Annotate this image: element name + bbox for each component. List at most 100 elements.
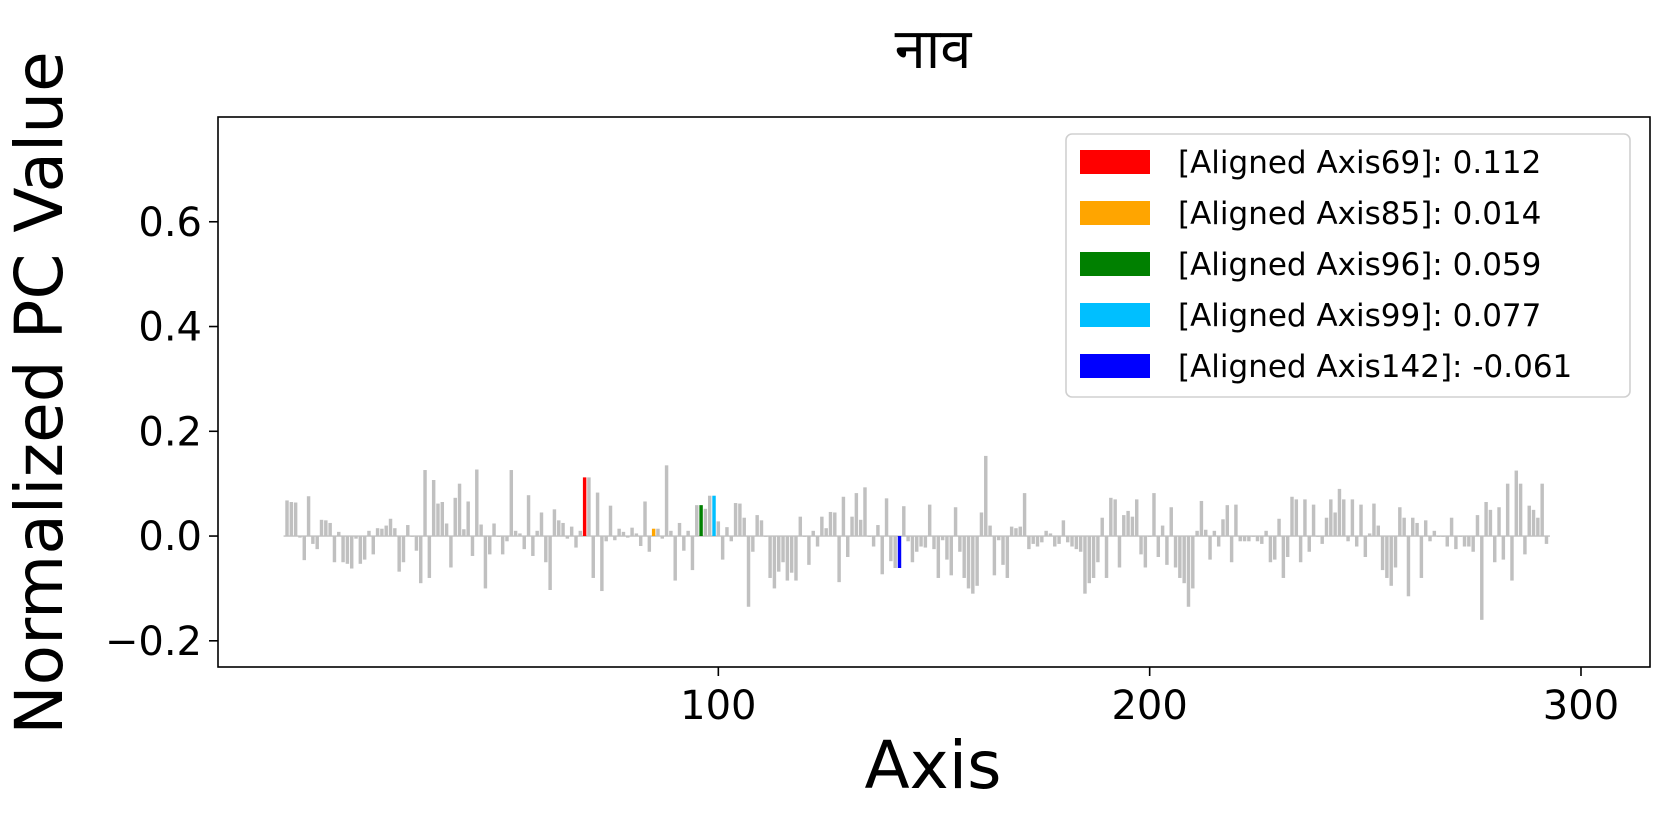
bar-axis-66 bbox=[569, 526, 574, 537]
bar-axis-233 bbox=[1290, 496, 1294, 537]
y-tick-label: −0.2 bbox=[105, 619, 202, 665]
bar-axis-62 bbox=[552, 509, 557, 537]
bar-axis-63 bbox=[557, 520, 561, 537]
bar-axis-75 bbox=[608, 505, 613, 537]
legend-label-axis-96: [Aligned Axis96]: 0.059 bbox=[1178, 247, 1541, 283]
bar-axis-263 bbox=[1419, 536, 1424, 578]
bar-axis-150 bbox=[932, 536, 936, 550]
bar-axis-128 bbox=[837, 536, 841, 583]
bar-axis-167 bbox=[1005, 536, 1010, 578]
bar-axis-121 bbox=[807, 536, 811, 565]
x-tick-label: 200 bbox=[1111, 683, 1187, 729]
bar-axis-209 bbox=[1186, 536, 1191, 607]
bar-axis-43 bbox=[470, 536, 475, 556]
legend-frame bbox=[1065, 133, 1631, 398]
bar-axis-55 bbox=[522, 536, 526, 550]
bar-axis-260 bbox=[1406, 536, 1411, 597]
legend-label-axis-142: [Aligned Axis142]: -0.061 bbox=[1178, 349, 1572, 385]
bar-axis-17 bbox=[358, 536, 363, 564]
bar-axis-268 bbox=[1441, 536, 1445, 537]
bar-axis-183 bbox=[1074, 536, 1079, 550]
bar-axis-54 bbox=[518, 533, 522, 537]
bar-axis-164 bbox=[992, 536, 997, 576]
bar-axis-222 bbox=[1242, 536, 1247, 542]
bar-axis-100 bbox=[716, 521, 721, 537]
bar-axis-179 bbox=[1057, 536, 1061, 544]
bar-axis-50 bbox=[500, 536, 505, 555]
bar-axis-265 bbox=[1428, 536, 1432, 542]
bar-axis-274 bbox=[1467, 536, 1471, 547]
bar-axis-145 bbox=[910, 536, 915, 563]
bar-axis-140 bbox=[889, 536, 893, 562]
bar-axis-158 bbox=[966, 536, 971, 589]
bar-axis-77 bbox=[617, 528, 621, 537]
chart-title: नाव bbox=[895, 17, 973, 82]
y-tick-label: 0.0 bbox=[138, 514, 202, 560]
bar-axis-165 bbox=[996, 536, 1001, 541]
bar-axis-88 bbox=[664, 465, 669, 537]
bar-axis-271 bbox=[1454, 536, 1458, 550]
bar-axis-123 bbox=[815, 536, 820, 547]
highlight-bar-axis-69 bbox=[582, 477, 587, 537]
bar-axis-13 bbox=[341, 536, 345, 563]
legend-label-axis-69: [Aligned Axis69]: 0.112 bbox=[1178, 145, 1541, 181]
bar-axis-241 bbox=[1324, 517, 1329, 537]
bar-axis-267 bbox=[1436, 536, 1441, 537]
bar-axis-89 bbox=[669, 530, 673, 537]
bar-axis-208 bbox=[1182, 536, 1186, 584]
bar-axis-67 bbox=[574, 536, 578, 548]
bar-axis-176 bbox=[1044, 530, 1048, 537]
bar-axis-20 bbox=[371, 536, 376, 555]
bar-axis-65 bbox=[565, 536, 570, 539]
bar-axis-190 bbox=[1104, 536, 1109, 578]
bar-axis-187 bbox=[1091, 536, 1096, 578]
legend-swatch-axis-85 bbox=[1080, 201, 1150, 225]
bar-axis-133 bbox=[858, 519, 863, 537]
bar-axis-73 bbox=[600, 536, 604, 592]
bar-axis-204 bbox=[1165, 536, 1169, 565]
bar-axis-192 bbox=[1113, 499, 1117, 537]
bar-axis-0 bbox=[285, 500, 289, 537]
bar-axis-31 bbox=[418, 536, 423, 584]
bar-axis-262 bbox=[1415, 522, 1419, 537]
bar-axis-155 bbox=[953, 507, 958, 537]
bar-axis-160 bbox=[975, 536, 979, 586]
bar-axis-119 bbox=[798, 516, 803, 537]
highlight-bar-axis-96 bbox=[699, 505, 703, 537]
bar-axis-197 bbox=[1134, 499, 1139, 537]
bar-axis-217 bbox=[1221, 519, 1225, 537]
bar-axis-78 bbox=[621, 531, 626, 537]
bar-axis-283 bbox=[1505, 483, 1510, 537]
bar-axis-256 bbox=[1389, 536, 1393, 586]
bar-axis-228 bbox=[1268, 536, 1273, 563]
legend-swatch-axis-96 bbox=[1080, 252, 1150, 276]
bar-axis-246 bbox=[1346, 536, 1350, 542]
bar-axis-266 bbox=[1432, 530, 1437, 537]
bar-axis-115 bbox=[781, 536, 785, 563]
bar-axis-45 bbox=[479, 524, 483, 537]
bar-axis-95 bbox=[695, 505, 699, 537]
bar-axis-152 bbox=[940, 536, 945, 541]
bar-axis-21 bbox=[375, 528, 380, 537]
bar-axis-27 bbox=[401, 536, 406, 563]
bar-axis-144 bbox=[906, 536, 910, 542]
bar-axis-32 bbox=[423, 470, 427, 537]
bar-axis-149 bbox=[927, 504, 932, 537]
bar-axis-40 bbox=[457, 483, 462, 537]
bar-axis-154 bbox=[949, 536, 953, 576]
bar-axis-159 bbox=[971, 536, 975, 594]
bar-axis-202 bbox=[1156, 536, 1161, 557]
bar-axis-186 bbox=[1087, 536, 1092, 584]
bar-axis-198 bbox=[1139, 536, 1143, 555]
y-tick-label: 0.2 bbox=[138, 409, 202, 455]
bar-axis-126 bbox=[828, 511, 833, 537]
bar-axis-38 bbox=[449, 536, 453, 568]
bar-axis-57 bbox=[531, 536, 535, 556]
bar-axis-259 bbox=[1402, 517, 1406, 537]
bar-axis-61 bbox=[548, 536, 552, 590]
bar-axis-146 bbox=[915, 536, 919, 552]
bar-axis-229 bbox=[1273, 536, 1277, 560]
bar-axis-221 bbox=[1238, 536, 1242, 542]
bar-axis-288 bbox=[1527, 505, 1531, 537]
